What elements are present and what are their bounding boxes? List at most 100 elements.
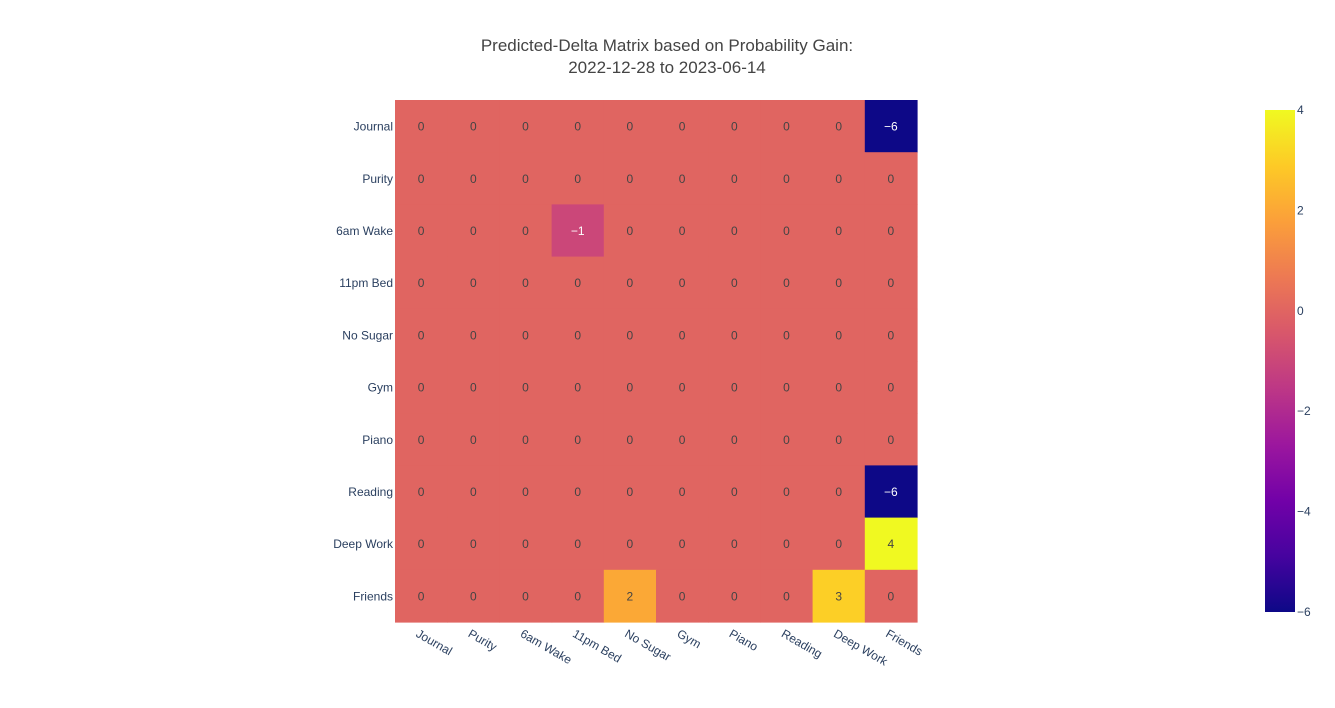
y-tick-label: Purity [362, 172, 393, 186]
heatmap-cell [656, 308, 709, 362]
heatmap-cell [760, 569, 814, 623]
heatmap-cell-value: 0 [888, 276, 895, 290]
heatmap-cell [708, 361, 761, 414]
heatmap-cell-value: 0 [731, 485, 738, 499]
y-axis-tick-labels: Journal Purity 6am Wake 11pm Bed No Sugar Gym… [333, 120, 394, 604]
heatmap-cell [603, 204, 657, 258]
heatmap-cell-value: 0 [522, 433, 529, 447]
heatmap-cell [812, 256, 866, 310]
heatmap-cell [760, 361, 814, 414]
heatmap-cell-value: 0 [627, 381, 634, 395]
heatmap-cell-value: 0 [470, 328, 477, 342]
heatmap-cell-value: 0 [731, 433, 738, 447]
heatmap-cell-value: 0 [522, 328, 529, 342]
heatmap-cell [447, 308, 500, 362]
heatmap-cell-value: 0 [418, 328, 425, 342]
heatmap-cell-value: 0 [835, 433, 842, 447]
heatmap-cell [395, 152, 448, 205]
heatmap-cell-value: 0 [470, 381, 477, 395]
colorbar-tick-label: 4 [1297, 103, 1304, 117]
heatmap-cell-value: 0 [731, 589, 738, 603]
y-tick-label: 11pm Bed [339, 276, 393, 290]
heatmap-cell-value: 0 [627, 537, 634, 551]
heatmap-cell-value: 0 [418, 276, 425, 290]
heatmap-cell [812, 152, 866, 205]
heatmap-cell-value: 0 [470, 433, 477, 447]
chart-title-line-2: 2022-12-28 to 2023-06-14 [568, 58, 766, 77]
heatmap-cell-value: 0 [679, 328, 686, 342]
heatmap-cell [864, 517, 918, 571]
heatmap-cell [603, 569, 657, 623]
heatmap-cell [499, 204, 553, 258]
heatmap-cell [551, 308, 605, 362]
heatmap-cell [708, 308, 761, 362]
heatmap-cell [656, 152, 709, 205]
heatmap-cell-value: 0 [783, 433, 790, 447]
heatmap-cell [864, 100, 918, 153]
heatmap-cell-value: 0 [783, 589, 790, 603]
heatmap-cell [395, 413, 448, 466]
heatmap-cell-value: 0 [627, 172, 634, 186]
heatmap-cell [708, 256, 761, 310]
x-tick-label: No Sugar [622, 626, 673, 663]
colorbar-tick-label: −2 [1297, 404, 1311, 418]
heatmap-cell-value: 0 [731, 224, 738, 238]
x-tick-label: Friends [883, 626, 925, 658]
heatmap-cell [551, 256, 605, 310]
heatmap-cell-value: 0 [835, 328, 842, 342]
heatmap-cell-value: 0 [627, 328, 634, 342]
heatmap-cell-value: 0 [679, 276, 686, 290]
heatmap-cell-value: 0 [470, 172, 477, 186]
heatmap-cell [864, 465, 918, 519]
heatmap-cell-value: 0 [731, 172, 738, 186]
heatmap-cell [760, 517, 814, 571]
y-tick-label: Journal [354, 120, 393, 134]
heatmap-cell [760, 100, 814, 153]
y-tick-label: Piano [362, 433, 393, 447]
heatmap-cell-value: 0 [418, 433, 425, 447]
heatmap-cell-value: 2 [627, 589, 634, 603]
heatmap-cell [499, 100, 553, 153]
heatmap-cell-value: 0 [679, 381, 686, 395]
heatmap-cell [656, 465, 709, 519]
heatmap-cell [447, 361, 500, 414]
heatmap-cell [603, 152, 657, 205]
colorbar-tick-label: 0 [1297, 304, 1304, 318]
heatmap-cell-value: 0 [627, 485, 634, 499]
heatmap-cell-value: 0 [888, 224, 895, 238]
heatmap-cell-value: 0 [627, 276, 634, 290]
heatmap-cell-value: 0 [574, 381, 581, 395]
heatmap-cell [551, 413, 605, 466]
heatmap-cell-value: 0 [418, 537, 425, 551]
heatmap-cell [447, 413, 500, 466]
heatmap-cell-value: 0 [574, 589, 581, 603]
colorbar [1265, 110, 1295, 612]
heatmap-cell [708, 413, 761, 466]
heatmap-cell [395, 256, 448, 310]
heatmap-cell [812, 361, 866, 414]
heatmap-cell [656, 569, 709, 623]
x-tick-label: Journal [414, 626, 455, 658]
heatmap-cell [760, 465, 814, 519]
heatmap-cell [603, 517, 657, 571]
heatmap-cell [395, 308, 448, 362]
heatmap-cell-value: 0 [522, 537, 529, 551]
heatmap-cell-value: 0 [731, 328, 738, 342]
heatmap-cell-value: 0 [679, 589, 686, 603]
heatmap-cell-value: 0 [783, 485, 790, 499]
heatmap-cell [551, 361, 605, 414]
heatmap-cell-value: 0 [783, 120, 790, 134]
heatmap-cell [708, 100, 761, 153]
heatmap-cell [812, 465, 866, 519]
heatmap-cell [447, 152, 500, 205]
heatmap-cell-value: 4 [888, 537, 895, 551]
heatmap-cell-value: 0 [627, 224, 634, 238]
heatmap-cell-value: 0 [470, 485, 477, 499]
heatmap-cell-value: 0 [418, 381, 425, 395]
heatmap-cell-value: 0 [679, 485, 686, 499]
heatmap-cell-value: 0 [574, 537, 581, 551]
heatmap-cell-value: 0 [574, 433, 581, 447]
heatmap-cell-value: 0 [470, 589, 477, 603]
heatmap-cell [447, 256, 500, 310]
